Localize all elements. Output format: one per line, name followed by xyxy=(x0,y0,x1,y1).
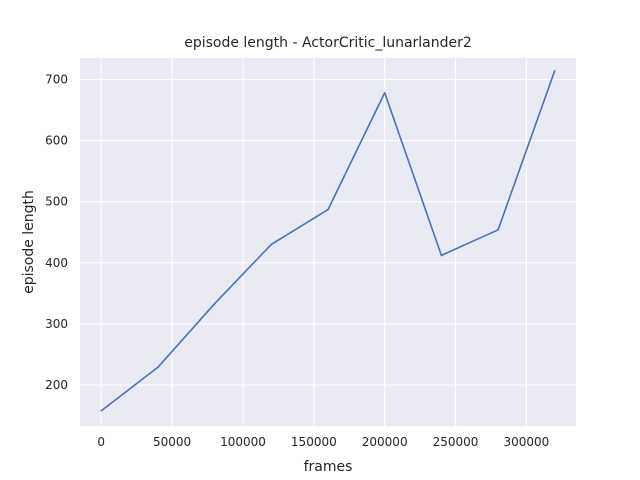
x-tick-label: 100000 xyxy=(220,435,266,449)
data-point xyxy=(553,70,556,72)
chart-title: episode length - ActorCritic_lunarlander… xyxy=(184,35,472,51)
grid xyxy=(80,58,576,426)
y-tick-label: 400 xyxy=(45,256,68,270)
data-point xyxy=(100,409,103,412)
x-axis-label: frames xyxy=(304,459,353,475)
series-layer xyxy=(100,70,556,412)
plot-area xyxy=(80,58,576,426)
y-tick-label: 300 xyxy=(45,317,68,331)
y-tick-label: 500 xyxy=(45,195,68,209)
data-point xyxy=(497,228,499,231)
x-tick-label: 150000 xyxy=(291,435,337,449)
x-tick-label: 250000 xyxy=(433,435,479,449)
data-point xyxy=(327,208,329,211)
data-point xyxy=(270,243,273,246)
data-point xyxy=(157,366,159,369)
data-point xyxy=(383,92,386,94)
y-tick-label: 200 xyxy=(45,378,68,392)
y-axis-label: episode length xyxy=(21,190,37,294)
x-tick-label: 300000 xyxy=(503,435,549,449)
x-tick-label: 50000 xyxy=(153,435,191,449)
x-axis-ticks: 0 50000 100000 150000 200000 250000 300000 xyxy=(97,435,549,449)
y-axis-ticks: 200 300 400 500 600 700 xyxy=(45,72,68,392)
data-point xyxy=(213,302,216,305)
data-point xyxy=(440,254,443,257)
x-tick-label: 200000 xyxy=(362,435,408,449)
x-tick-label: 0 xyxy=(97,435,105,449)
y-tick-label: 700 xyxy=(45,72,68,86)
y-tick-label: 600 xyxy=(45,134,68,148)
